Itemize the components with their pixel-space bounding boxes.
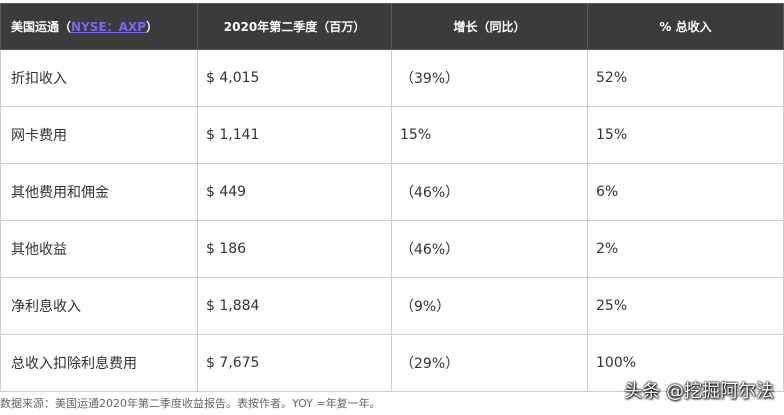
header-percent: % 总收入	[587, 3, 784, 50]
row-amount: $ 7,675	[197, 334, 392, 392]
watermark: 头条 @挖掘阿尔法	[624, 381, 774, 402]
row-percent: 6%	[587, 163, 784, 221]
row-label: 其他费用和佣金	[0, 163, 198, 221]
header-growth: 增长（同比）	[391, 3, 588, 50]
row-label: 折扣收入	[0, 49, 198, 107]
table-row: 其他费用和佣金 $ 449 （46%） 6%	[0, 163, 784, 221]
row-label: 总收入扣除利息费用	[0, 334, 198, 392]
header-company-suffix: ）	[145, 20, 158, 34]
row-percent: 52%	[587, 49, 784, 107]
row-amount: $ 449	[197, 163, 392, 221]
row-growth: （46%）	[391, 220, 588, 278]
row-growth: （39%）	[391, 49, 588, 107]
row-percent: 2%	[587, 220, 784, 278]
table-header-row: 美国运通（NYSE：AXP） 2020年第二季度（百万） 增长（同比） % 总收…	[0, 3, 784, 50]
header-amount: 2020年第二季度（百万）	[197, 3, 392, 50]
row-percent: 15%	[587, 106, 784, 164]
row-amount: $ 186	[197, 220, 392, 278]
table-row: 网卡费用 $ 1,141 15% 15%	[0, 106, 784, 164]
row-label: 其他收益	[0, 220, 198, 278]
row-percent: 100%	[587, 334, 784, 392]
ticker-link[interactable]: NYSE：AXP	[71, 20, 146, 34]
row-growth: （46%）	[391, 163, 588, 221]
table-row: 总收入扣除利息费用 $ 7,675 （29%） 100%	[0, 334, 784, 392]
row-growth: 15%	[391, 106, 588, 164]
source-note: 数据来源：美国运通2020年第二季度收益报告。表按作者。YOY =年复一年。	[0, 397, 381, 410]
table-row: 其他收益 $ 186 （46%） 2%	[0, 220, 784, 278]
row-label: 网卡费用	[0, 106, 198, 164]
revenue-table: 美国运通（NYSE：AXP） 2020年第二季度（百万） 增长（同比） % 总收…	[0, 3, 784, 392]
table-row: 净利息收入 $ 1,884 （9%） 25%	[0, 277, 784, 335]
row-amount: $ 4,015	[197, 49, 392, 107]
row-percent: 25%	[587, 277, 784, 335]
row-label: 净利息收入	[0, 277, 198, 335]
row-amount: $ 1,884	[197, 277, 392, 335]
row-growth: （29%）	[391, 334, 588, 392]
header-company: 美国运通（NYSE：AXP）	[0, 3, 198, 50]
row-growth: （9%）	[391, 277, 588, 335]
row-amount: $ 1,141	[197, 106, 392, 164]
table-row: 折扣收入 $ 4,015 （39%） 52%	[0, 49, 784, 107]
header-company-prefix: 美国运通（	[11, 20, 72, 34]
